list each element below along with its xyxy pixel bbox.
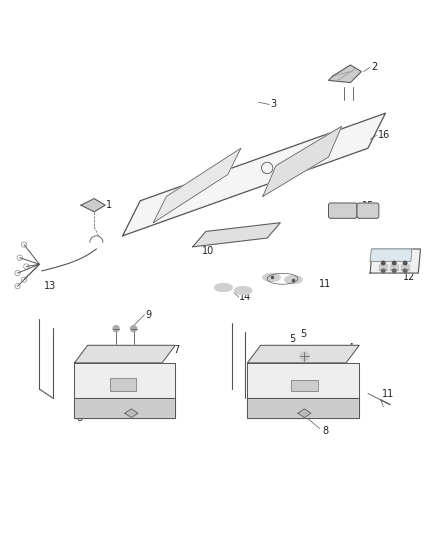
Polygon shape — [153, 148, 241, 223]
Circle shape — [403, 269, 407, 273]
Ellipse shape — [215, 284, 232, 292]
Text: 13: 13 — [44, 281, 56, 291]
Circle shape — [131, 326, 137, 332]
FancyBboxPatch shape — [328, 203, 357, 219]
Polygon shape — [247, 345, 359, 363]
Polygon shape — [298, 409, 311, 418]
Polygon shape — [247, 398, 359, 418]
Polygon shape — [123, 113, 385, 236]
Text: 7: 7 — [173, 345, 179, 355]
Circle shape — [113, 326, 119, 332]
Polygon shape — [370, 249, 412, 261]
Ellipse shape — [234, 287, 252, 295]
Text: 5: 5 — [300, 329, 306, 340]
Bar — [401, 264, 409, 270]
Text: 8: 8 — [77, 413, 83, 423]
Text: 16: 16 — [378, 130, 390, 140]
Text: 12: 12 — [403, 272, 415, 282]
Circle shape — [392, 261, 396, 265]
Text: 6: 6 — [98, 386, 104, 397]
Text: 9: 9 — [146, 310, 152, 320]
Polygon shape — [81, 199, 105, 212]
Text: 8: 8 — [322, 426, 328, 436]
Polygon shape — [74, 345, 175, 363]
Text: 14: 14 — [239, 292, 251, 302]
Polygon shape — [263, 126, 342, 197]
Polygon shape — [328, 65, 361, 83]
Ellipse shape — [285, 276, 302, 284]
Circle shape — [381, 269, 385, 273]
Circle shape — [403, 261, 407, 265]
Circle shape — [300, 352, 309, 361]
Text: 4: 4 — [347, 343, 353, 352]
Text: 10: 10 — [202, 246, 215, 256]
Text: 5: 5 — [289, 334, 295, 344]
Text: 11: 11 — [319, 279, 331, 289]
Text: 6: 6 — [255, 377, 261, 387]
Bar — [110, 378, 136, 391]
Ellipse shape — [263, 273, 280, 281]
Polygon shape — [370, 249, 420, 273]
Text: 2: 2 — [371, 62, 377, 72]
Text: 1: 1 — [106, 200, 113, 210]
FancyBboxPatch shape — [357, 203, 379, 219]
Polygon shape — [193, 223, 280, 247]
Polygon shape — [125, 409, 138, 418]
Text: 15: 15 — [362, 201, 374, 211]
Bar — [379, 264, 387, 270]
Text: 3: 3 — [270, 100, 276, 109]
Circle shape — [381, 261, 385, 265]
Polygon shape — [74, 363, 175, 398]
Circle shape — [392, 269, 396, 273]
Bar — [291, 381, 318, 391]
Polygon shape — [247, 363, 359, 398]
Polygon shape — [74, 398, 175, 418]
Bar — [390, 264, 398, 270]
Text: 11: 11 — [382, 389, 394, 399]
